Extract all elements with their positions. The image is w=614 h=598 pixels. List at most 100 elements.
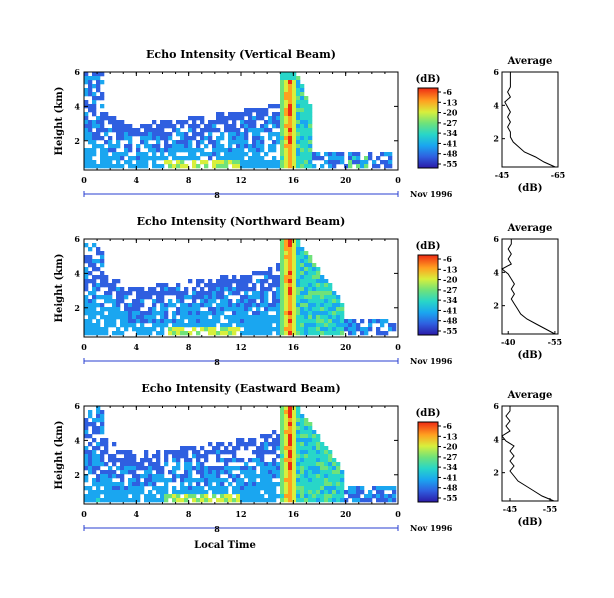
y-tick-label: 6 [74,67,80,77]
echo-heatmap [84,72,393,169]
date-day: 8 [214,190,220,200]
colorbar [417,421,439,503]
x-tick-label: 0 [81,175,87,185]
colorbar-tick-label: -34 [443,462,458,472]
date-label: Nov 1996 [410,356,453,366]
colorbar-tick-label: -20 [443,442,458,452]
x-tick-label: 16 [288,175,300,185]
profile-line [504,72,556,168]
x-tick-label: 8 [186,509,192,519]
profile-x-label: (dB) [518,517,543,528]
x-tick-label: 4 [134,509,140,519]
profile-x-tick-label: -40 [501,337,516,347]
y-tick-label: 2 [74,470,80,480]
colorbar-tick-label: -6 [443,421,452,431]
colorbar-tick-label: -27 [443,285,457,295]
x-tick-label: 0 [395,509,401,519]
x-tick-label: 0 [395,342,401,352]
x-tick-label: 8 [186,342,192,352]
y-axis-label: Height (km) [54,87,65,156]
date-day: 8 [214,357,220,367]
colorbar-unit: (dB) [416,408,441,419]
x-tick-label: 12 [235,175,246,185]
x-tick-label: 4 [134,342,140,352]
y-tick-label: 4 [74,268,80,278]
date-label: Nov 1996 [410,189,453,199]
colorbar [417,87,439,169]
colorbar-tick-label: -20 [443,108,458,118]
profile-frame [501,238,559,335]
y-axis-label: Height (km) [54,254,65,323]
y-tick-label: 2 [74,303,80,313]
colorbar-tick-label: -41 [443,138,457,148]
profile-x-tick-label: -55 [548,337,562,347]
profile-y-tick-label: 6 [493,401,499,411]
colorbar-tick-label: -13 [443,97,458,107]
profile-y-tick-label: 6 [493,234,499,244]
colorbar-unit: (dB) [416,74,441,85]
chart-title: Echo Intensity (Eastward Beam) [141,382,340,395]
x-tick-label: 12 [235,342,246,352]
echo-heatmap [84,239,397,336]
profile-x-tick-label: -65 [551,170,565,180]
x-tick-label: 20 [340,342,352,352]
colorbar-tick-label: -48 [443,149,458,159]
colorbar-tick-label: -48 [443,483,458,493]
x-tick-label: 12 [235,509,246,519]
x-tick-label: 20 [340,175,352,185]
profile-line [501,406,555,502]
colorbar-tick-label: -55 [443,326,457,336]
y-axis-label: Height (km) [54,421,65,490]
profile-title: Average [507,223,553,234]
profile-y-tick-label: 2 [493,301,499,311]
y-tick-label: 4 [74,435,80,445]
profile-frame [501,71,559,168]
x-tick-label: 16 [288,509,300,519]
date-label: Nov 1996 [410,523,453,533]
x-tick-label: 0 [81,342,87,352]
chart-title: Echo Intensity (Vertical Beam) [146,48,336,61]
y-tick-label: 6 [74,234,80,244]
colorbar-tick-label: -6 [443,87,452,97]
echo-heatmap [84,406,397,503]
profile-y-tick-label: 6 [493,67,499,77]
colorbar-tick-label: -41 [443,305,457,315]
profile-title: Average [507,390,553,401]
x-tick-label: 16 [288,342,300,352]
profile-frame [501,405,559,502]
colorbar-tick-label: -27 [443,452,457,462]
x-tick-label: 0 [81,509,87,519]
profile-title: Average [507,56,553,67]
colorbar-tick-label: -41 [443,472,457,482]
colorbar-tick-label: -55 [443,493,457,503]
y-tick-label: 2 [74,136,80,146]
profile-y-tick-label: 4 [493,100,499,110]
colorbar-tick-label: -20 [443,275,458,285]
x-axis-label: Local Time [194,540,256,551]
chart-title: Echo Intensity (Northward Beam) [137,215,346,228]
profile-x-label: (dB) [518,183,543,194]
colorbar-tick-label: -34 [443,295,458,305]
colorbar-tick-label: -34 [443,128,458,138]
colorbar-tick-label: -13 [443,264,458,274]
colorbar [417,254,439,336]
profile-x-label: (dB) [518,350,543,361]
profile-y-tick-label: 2 [493,134,499,144]
colorbar-unit: (dB) [416,241,441,252]
profile-y-tick-label: 2 [493,468,499,478]
profile-y-tick-label: 4 [493,267,499,277]
colorbar-tick-label: -48 [443,316,458,326]
x-tick-label: 4 [134,175,140,185]
y-tick-label: 4 [74,101,80,111]
profile-y-tick-label: 4 [493,434,499,444]
colorbar-tick-label: -55 [443,159,457,169]
date-day: 8 [214,524,220,534]
x-tick-label: 0 [395,175,401,185]
profile-x-tick-label: -45 [495,170,509,180]
colorbar-tick-label: -13 [443,431,458,441]
colorbar-tick-label: -27 [443,118,457,128]
profile-x-tick-label: -45 [503,504,517,514]
profile-x-tick-label: -55 [543,504,557,514]
colorbar-tick-label: -6 [443,254,452,264]
